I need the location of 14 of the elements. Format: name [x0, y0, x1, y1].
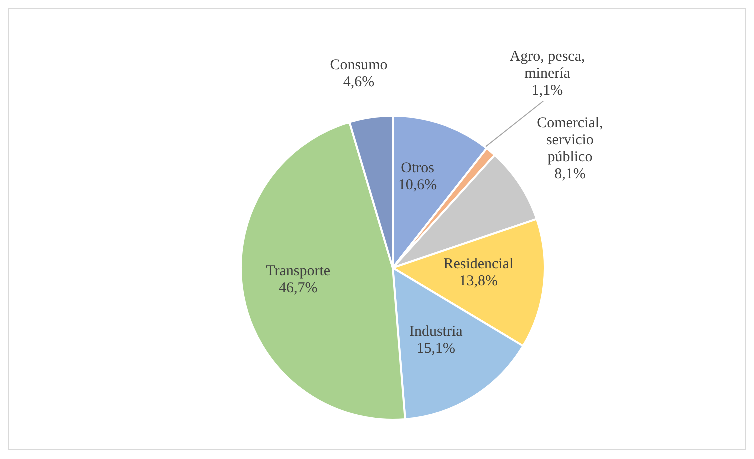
slice-label: Otros [401, 160, 435, 177]
data-label: 15,1% [416, 341, 456, 358]
data-label: 4,6% [343, 74, 375, 91]
data-label: 8,1% [554, 166, 586, 183]
data-label: 1,1% [532, 83, 564, 100]
slice-label: Residencial [444, 256, 514, 272]
slice-label: Transporte [266, 264, 331, 280]
data-label: 46,7% [278, 280, 318, 297]
slice-label: Consumo [330, 58, 388, 74]
slice-label: Industria [409, 324, 464, 340]
slice-label: Agro, pesca, minería [510, 49, 586, 82]
slice-label: Comercial, servicio público [537, 116, 604, 166]
data-label: 13,8% [459, 273, 498, 290]
data-label: 10,6% [398, 178, 438, 194]
